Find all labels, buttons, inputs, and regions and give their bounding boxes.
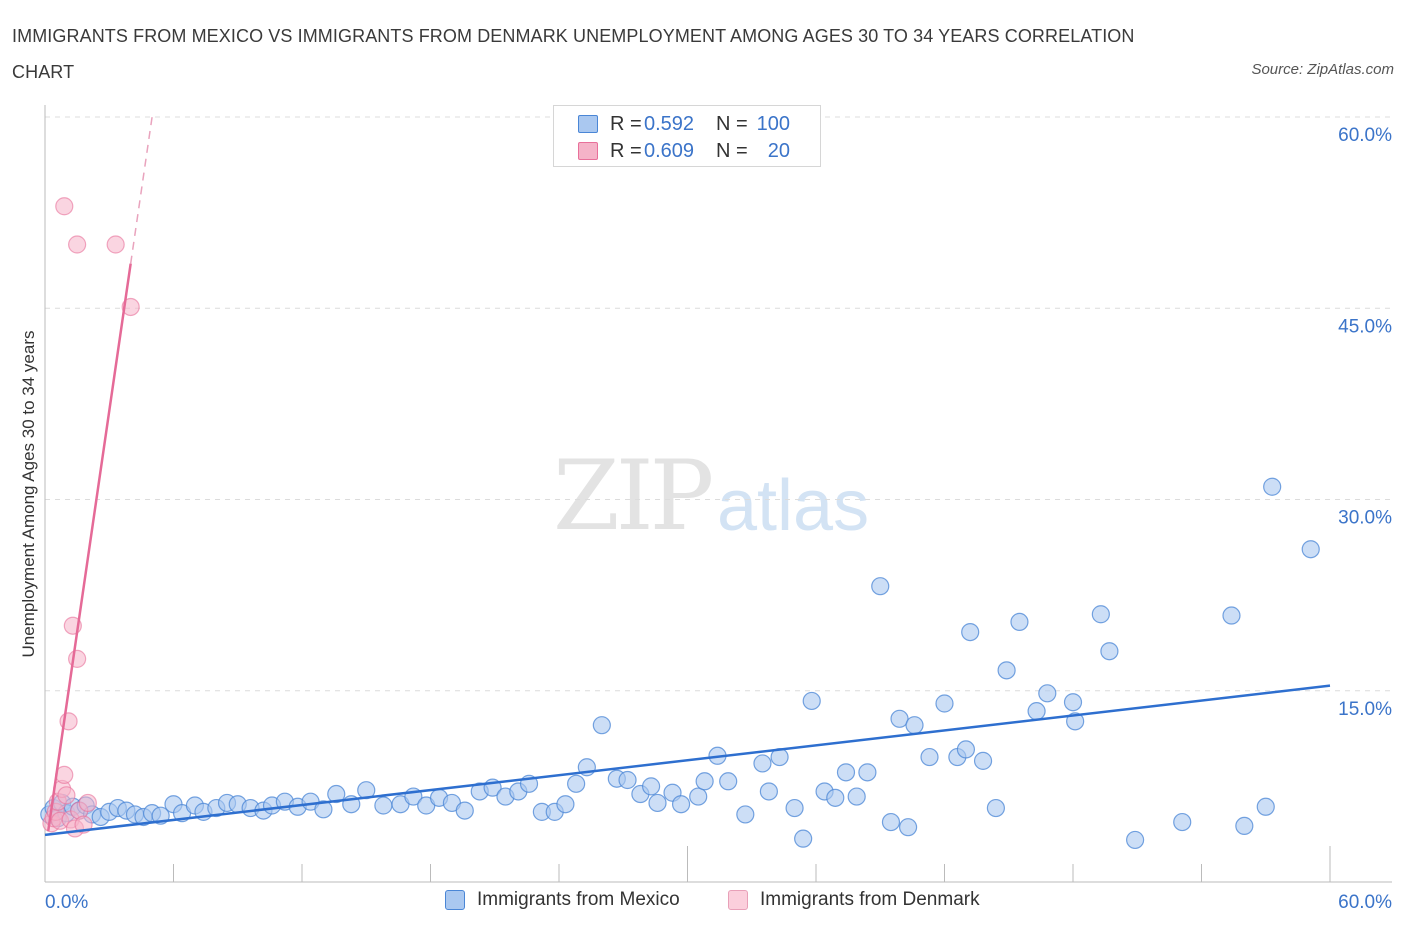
trend-lines — [44, 116, 1331, 837]
mexico-point — [961, 622, 980, 642]
mexico-point — [986, 798, 1006, 818]
mexico-point — [314, 800, 333, 819]
mexico-point — [1100, 642, 1119, 661]
axes — [44, 105, 1392, 883]
correlation-legend: R = 0.592 N = 100 R = 0.609 N = 20 — [553, 105, 821, 167]
mexico-point — [567, 774, 586, 793]
mexico-point — [1010, 612, 1029, 632]
denmark-trend-extension — [129, 116, 153, 264]
legend-r-label: R = — [610, 112, 642, 135]
y-tick-label: 30.0% — [1338, 508, 1392, 529]
mexico-point — [871, 577, 890, 596]
mexico-point — [719, 772, 738, 791]
mexico-point — [455, 801, 474, 820]
mexico-point — [671, 795, 691, 814]
mexico-point — [1091, 605, 1110, 624]
mexico-point — [973, 751, 993, 770]
mexico-point — [1038, 684, 1057, 703]
mexico-point — [1063, 693, 1083, 712]
legend-row-denmark: R = 0.609 N = 20 — [578, 139, 790, 163]
y-tick-label: 60.0% — [1338, 125, 1392, 146]
source-label: Source: ZipAtlas.com — [1251, 61, 1394, 78]
mexico-point — [592, 716, 611, 735]
watermark-atlas: atlas — [717, 466, 870, 546]
mexico-point — [1256, 797, 1275, 816]
mexico-point — [648, 793, 667, 813]
mexico-point — [785, 798, 804, 818]
mexico-point — [327, 784, 346, 804]
mexico-point — [736, 805, 755, 824]
mexico-point — [956, 740, 976, 759]
legend-r-value-denmark: 0.609 — [644, 139, 695, 162]
mexico-point — [759, 782, 778, 801]
legend-n-value-mexico: 100 — [756, 112, 790, 135]
series-mexico-points — [40, 477, 1320, 850]
legend-swatch-denmark — [578, 142, 598, 160]
mexico-point — [753, 754, 772, 773]
legend-label-denmark: Immigrants from Denmark — [760, 889, 980, 910]
denmark-trend-line — [46, 263, 132, 832]
gridlines — [45, 116, 1392, 692]
mexico-point — [905, 716, 924, 735]
chart-title: IMMIGRANTS FROM MEXICO VS IMMIGRANTS FRO… — [12, 26, 1135, 82]
mexico-point — [794, 829, 813, 848]
legend-item-denmark[interactable]: Immigrants from Denmark — [728, 889, 980, 911]
legend-label-mexico: Immigrants from Mexico — [477, 889, 680, 910]
mexico-point — [1027, 702, 1046, 721]
mexico-point — [847, 787, 866, 806]
series-legend: Immigrants from Mexico Immigrants from D… — [0, 889, 1406, 915]
denmark-point — [78, 793, 97, 813]
mexico-point — [1301, 540, 1320, 559]
legend-swatch-denmark — [728, 890, 748, 910]
mexico-point — [836, 763, 856, 782]
mexico-point — [920, 747, 939, 767]
legend-r-label: R = — [610, 139, 642, 162]
x-tick-label: 0.0% — [45, 892, 88, 913]
mexico-point — [802, 691, 821, 711]
denmark-point — [106, 235, 125, 254]
series-denmark-points — [42, 197, 140, 838]
mexico-point — [997, 661, 1016, 680]
y-tick-label: 45.0% — [1338, 316, 1392, 337]
denmark-point — [55, 197, 74, 216]
mexico-point — [1173, 812, 1192, 832]
mexico-point — [641, 777, 661, 796]
mexico-point — [1126, 830, 1145, 850]
legend-n-label: N = — [716, 139, 748, 162]
mexico-point — [826, 788, 845, 807]
legend-row-mexico: R = 0.592 N = 100 — [578, 112, 790, 136]
legend-item-mexico[interactable]: Immigrants from Mexico — [445, 889, 680, 911]
mexico-point — [881, 812, 901, 832]
mexico-point — [1066, 712, 1085, 731]
mexico-point — [1235, 816, 1254, 836]
mexico-point — [556, 795, 575, 814]
mexico-point — [1222, 606, 1241, 625]
legend-swatch-mexico — [578, 115, 598, 133]
legend-r-value-mexico: 0.592 — [644, 112, 695, 135]
legend-n-label: N = — [716, 112, 748, 135]
legend-n-value-denmark: 20 — [767, 139, 790, 162]
mexico-point — [695, 772, 714, 791]
mexico-point — [898, 818, 918, 837]
denmark-point — [68, 235, 87, 254]
mexico-point — [618, 770, 637, 790]
y-axis-label: Unemployment Among Ages 30 to 34 years — [19, 331, 38, 658]
watermark-zip: ZIP — [553, 440, 714, 552]
mexico-point — [935, 694, 954, 713]
denmark-point — [57, 786, 76, 805]
x-ticks — [44, 846, 1331, 882]
x-tick-labels: 0.0% 60.0% — [45, 892, 1392, 913]
denmark-point — [121, 297, 140, 317]
x-tick-label: 60.0% — [1338, 892, 1392, 913]
legend-swatch-mexico — [445, 890, 465, 910]
mexico-point — [858, 763, 877, 782]
mexico-point — [374, 796, 393, 815]
y-tick-labels: 15.0% 30.0% 45.0% 60.0% — [1338, 125, 1392, 720]
mexico-point — [689, 787, 708, 806]
y-tick-label: 15.0% — [1338, 699, 1392, 720]
mexico-trend-line — [44, 684, 1331, 837]
mexico-point — [1263, 477, 1282, 496]
